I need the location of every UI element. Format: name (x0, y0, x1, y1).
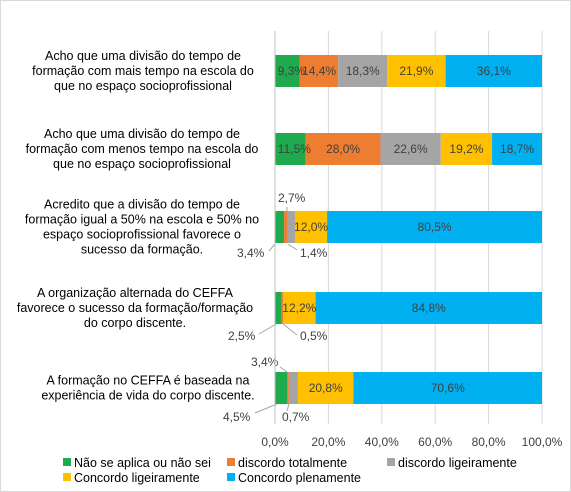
data-label: 36,1% (477, 64, 511, 78)
data-label: 1,4% (300, 246, 328, 260)
category-label: A formação no CEFFA é baseada na (47, 374, 250, 388)
bar-segment (275, 292, 282, 324)
legend-swatch (63, 458, 71, 466)
data-label: 2,5% (228, 329, 256, 343)
data-label: 70,6% (431, 381, 465, 395)
bar-segment (275, 211, 285, 243)
category-label: do corpo discente. (84, 316, 186, 330)
legend-label: Não se aplica ou não sei (74, 456, 211, 470)
category-label: formação com mais tempo na escola do (32, 64, 254, 78)
data-label: 18,3% (346, 64, 380, 78)
data-label: 4,5% (223, 410, 251, 424)
leader-line (268, 243, 276, 252)
legend-label: Concordo plenamente (238, 471, 361, 485)
legend-swatch (227, 458, 235, 466)
category-label: Acredito que a divisão do tempo de (44, 198, 240, 212)
x-tick-label: 100,0% (522, 435, 563, 449)
legend-swatch (387, 458, 395, 466)
bar-segment (387, 55, 446, 87)
bar-segment (288, 372, 298, 404)
leader-line (279, 366, 288, 373)
bar-segment (297, 372, 354, 404)
data-label: 0,7% (282, 410, 310, 424)
bar-segment (275, 133, 306, 165)
x-tick-label: 0,0% (261, 435, 289, 449)
data-label: 22,6% (394, 142, 428, 156)
category-label: favorece o sucesso da formação/formação (17, 301, 253, 315)
category-label: experiência de vida do corpo discente. (41, 389, 254, 403)
x-tick-label: 60,0% (418, 435, 452, 449)
data-label: 80,5% (418, 220, 452, 234)
bar-segment (275, 372, 288, 404)
data-label: 9,3% (278, 64, 306, 78)
legend-swatch (63, 473, 71, 481)
category-label: sucesso da formação. (81, 243, 203, 257)
bar-segment (315, 292, 542, 324)
x-tick-label: 80,0% (472, 435, 506, 449)
bar-segment (283, 292, 316, 324)
bar-segment (275, 55, 300, 87)
data-label: 28,0% (326, 142, 360, 156)
leader-line (254, 403, 278, 414)
category-label: que no espaço socioprofissional (53, 157, 231, 171)
legend-label: discordo ligeiramente (398, 456, 517, 470)
bar-segment (287, 372, 289, 404)
bar-segment (380, 133, 441, 165)
category-label: Acho que uma divisão do tempo de (45, 49, 241, 63)
bar-segment (445, 55, 542, 87)
leader-line (287, 243, 298, 251)
category-label: que no espaço socioprofissional (54, 79, 232, 93)
bar-segment (353, 372, 542, 404)
category-label: formação com menos tempo na escola do (26, 142, 259, 156)
bar-segment (287, 211, 296, 243)
category-label: Acho que uma divisão do tempo de (44, 127, 240, 141)
x-tick-label: 20,0% (311, 435, 345, 449)
bar-segment (299, 55, 339, 87)
bar-segment (492, 133, 542, 165)
data-label: 11,5% (278, 142, 311, 156)
leader-line (286, 403, 290, 412)
data-label: 20,8% (309, 381, 343, 395)
bar-segment (281, 292, 284, 324)
data-label: 18,7% (500, 142, 534, 156)
data-label: 84,8% (412, 301, 446, 315)
legend-label: discordo totalmente (238, 456, 347, 470)
data-label: 3,4% (251, 355, 279, 369)
leader-line (258, 323, 277, 335)
bar-segment (284, 211, 288, 243)
data-label: 3,4% (237, 246, 265, 260)
data-label: 14,4% (302, 64, 336, 78)
leader-line (282, 323, 298, 336)
legend-label: Concordo ligeiramente (74, 471, 200, 485)
x-tick-label: 40,0% (365, 435, 399, 449)
data-label: 0,5% (300, 329, 328, 343)
bar-segment (305, 133, 381, 165)
category-label: A organização alternada do CEFFA (37, 286, 234, 300)
data-label: 19,2% (449, 142, 483, 156)
legend-swatch (227, 473, 235, 481)
bar-segment (440, 133, 493, 165)
bar-segment (327, 211, 542, 243)
data-label: 21,9% (399, 64, 433, 78)
bar-segment (295, 211, 328, 243)
category-label: espaço socioprofissional favorece o (43, 228, 241, 242)
data-label: 12,0% (294, 220, 328, 234)
data-label: 12,2% (282, 301, 316, 315)
category-label: formação igual a 50% na escola e 50% no (25, 213, 259, 227)
data-label: 2,7% (278, 191, 306, 205)
bar-segment (338, 55, 388, 87)
